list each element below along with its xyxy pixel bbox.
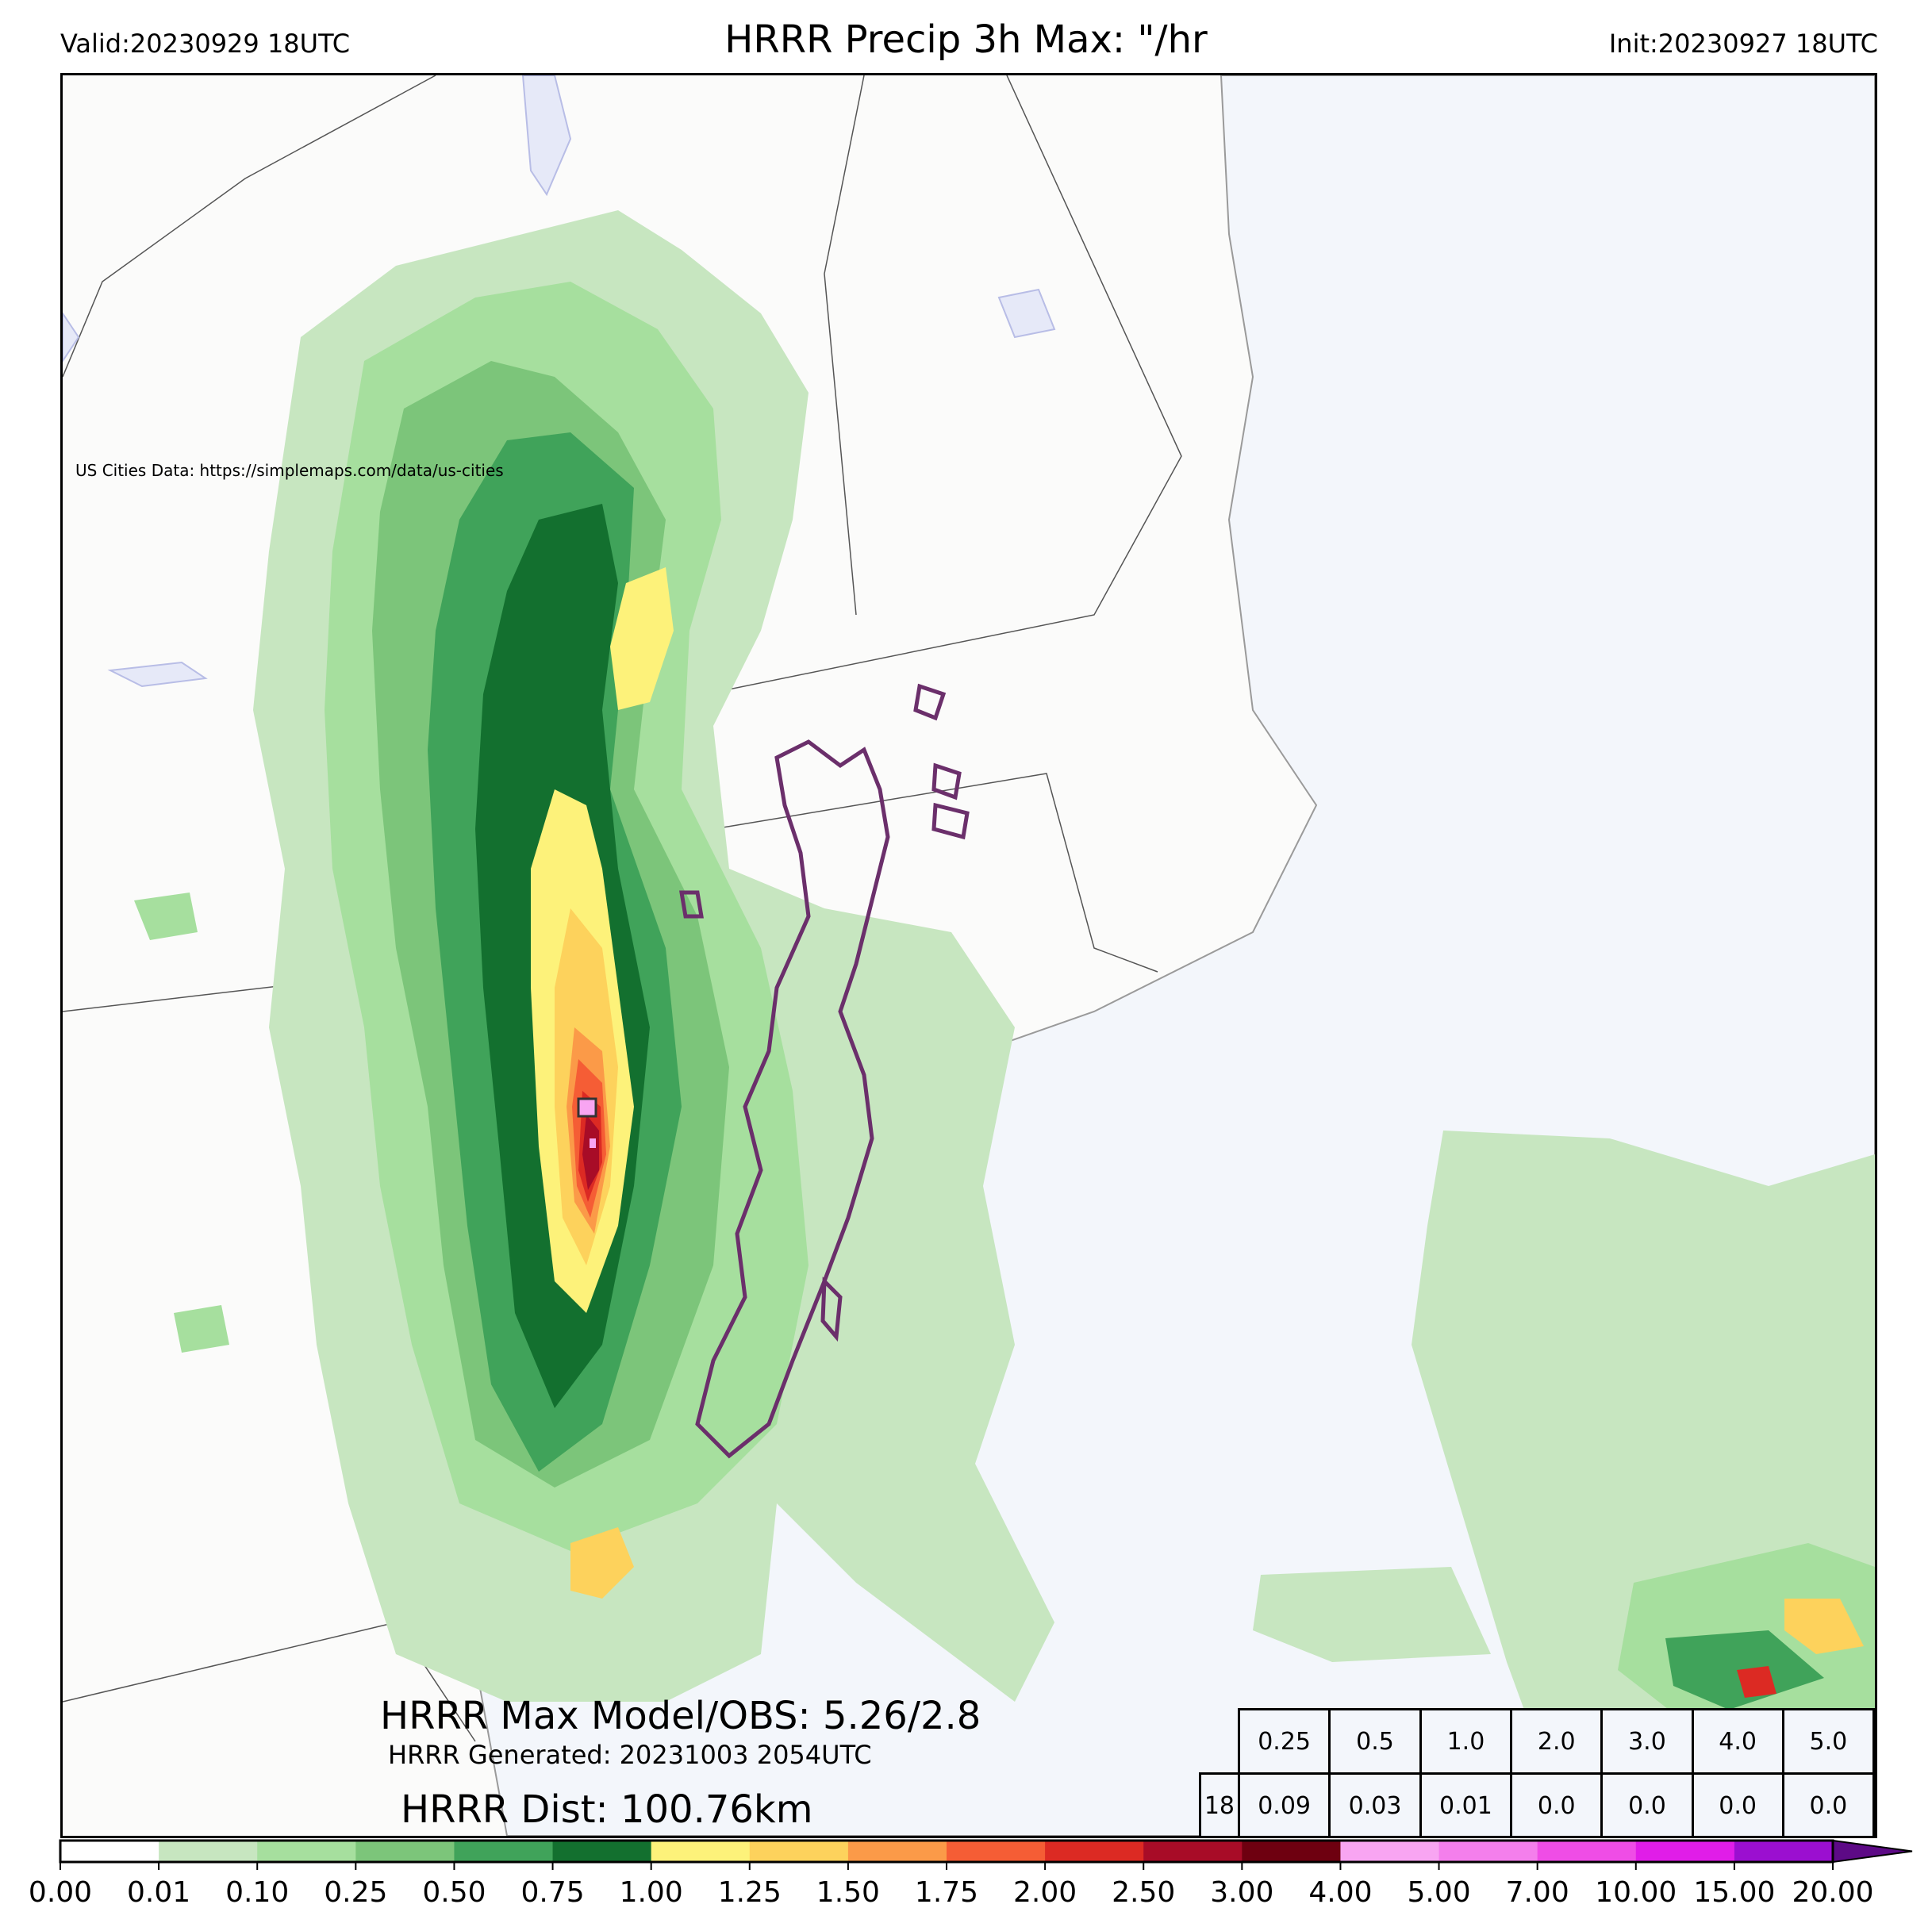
obs-contour-small-3 — [931, 802, 970, 840]
threshold-value-row: 18 0.09 0.03 0.01 0.0 0.0 0.0 0.0 — [1199, 1772, 1875, 1836]
colorbar-tick-label: 0.01 — [127, 1876, 190, 1909]
data-credit: US Cities Data: https://simplemaps.com/d… — [75, 461, 504, 480]
colorbar-tick-label: 0.50 — [422, 1876, 486, 1909]
colorbar-tick-label: 2.00 — [1013, 1876, 1077, 1909]
colorbar-tick-label: 1.75 — [915, 1876, 978, 1909]
colorbar-box — [1143, 1841, 1243, 1862]
obs-contour — [695, 739, 890, 1459]
colorbar-box — [1242, 1841, 1341, 1862]
colorbar-extend-arrow — [1832, 1839, 1913, 1864]
colorbar-box — [1438, 1841, 1538, 1862]
threshold-cell: 1.0 — [1419, 1708, 1513, 1775]
colorbar-tick-label: 10.00 — [1595, 1876, 1677, 1909]
colorbar-ticks: 0.00 0.01 0.10 0.25 0.50 0.75 1.00 1.25 1.50 1.75… — [29, 1862, 1874, 1909]
colorbar-tick-label: 15.00 — [1693, 1876, 1775, 1909]
obs-contour-small-2 — [931, 762, 962, 800]
colorbar-box — [651, 1841, 751, 1862]
threshold-table: 0.25 0.5 1.0 2.0 3.0 4.0 5.0 18 0.09 0.0… — [1199, 1708, 1875, 1836]
colorbar-tick-label: 0.10 — [225, 1876, 289, 1909]
colorbar-box — [454, 1841, 554, 1862]
value-cell: 0.0 — [1691, 1772, 1784, 1836]
threshold-header-row: 0.25 0.5 1.0 2.0 3.0 4.0 5.0 — [1200, 1708, 1875, 1775]
threshold-cell: 5.0 — [1781, 1708, 1875, 1775]
colorbar-box — [947, 1841, 1046, 1862]
threshold-cell: 4.0 — [1691, 1708, 1784, 1775]
value-cell: 0.09 — [1237, 1772, 1331, 1836]
threshold-cell: 2.0 — [1510, 1708, 1604, 1775]
max-value-marker — [577, 1097, 597, 1118]
colorbar-box — [749, 1841, 849, 1862]
colorbar-tick-label: 1.25 — [718, 1876, 782, 1909]
colorbar-tick-label: 4.00 — [1308, 1876, 1372, 1909]
distance-label: HRRR Dist: 100.76km — [401, 1787, 813, 1832]
colorbar: 0.00 0.01 0.10 0.25 0.50 0.75 1.00 1.25 1.50 1.75… — [29, 1839, 1913, 1909]
threshold-cell: 0.5 — [1328, 1708, 1422, 1775]
valid-time-label: Valid:20230929 18UTC — [60, 29, 351, 59]
colorbar-box — [60, 1841, 159, 1862]
obs-contour-small-5 — [820, 1276, 843, 1342]
colorbar-box — [355, 1841, 455, 1862]
threshold-cell: 0.25 — [1237, 1708, 1331, 1775]
colorbar-tick-label: 2.50 — [1112, 1876, 1175, 1909]
colorbar-tick-label: 0.25 — [324, 1876, 387, 1909]
colorbar-box — [552, 1841, 652, 1862]
value-cell: 0.0 — [1781, 1772, 1875, 1836]
generated-time-label: HRRR Generated: 20231003 2054UTC — [388, 1740, 872, 1770]
colorbar-tick-label: 1.50 — [816, 1876, 880, 1909]
row-label-cell: 18 — [1199, 1772, 1240, 1836]
colorbar-tick-label: 0.75 — [520, 1876, 584, 1909]
colorbar-box — [1340, 1841, 1440, 1862]
colorbar-box — [1734, 1841, 1834, 1862]
colorbar-box — [1635, 1841, 1735, 1862]
colorbar-boxes — [60, 1841, 1834, 1862]
colorbar-box — [847, 1841, 947, 1862]
value-cell: 0.01 — [1419, 1772, 1513, 1836]
value-cell: 0.0 — [1510, 1772, 1604, 1836]
max-model-obs-label: HRRR Max Model/OBS: 5.26/2.8 — [380, 1694, 981, 1738]
precip-shading — [134, 210, 1875, 1836]
map-panel[interactable]: US Cities Data: https://simplemaps.com/d… — [60, 73, 1877, 1838]
value-cell: 0.03 — [1328, 1772, 1422, 1836]
colorbar-box — [1045, 1841, 1144, 1862]
threshold-cell: 3.0 — [1600, 1708, 1694, 1775]
colorbar-tick-label: 0.00 — [29, 1876, 92, 1909]
colorbar-box — [257, 1841, 356, 1862]
map-canvas — [63, 75, 1875, 1836]
init-time-label: Init:20230927 18UTC — [1608, 29, 1878, 59]
table-corner — [1200, 1710, 1239, 1774]
obs-contour-small-1 — [913, 683, 947, 721]
colorbar-tick-label: 5.00 — [1407, 1876, 1470, 1909]
colorbar-tick-label: 20.00 — [1792, 1876, 1873, 1909]
obs-contour-small-4 — [679, 890, 704, 919]
lakes — [63, 75, 1056, 688]
colorbar-tick-label: 3.00 — [1210, 1876, 1273, 1909]
colorbar-tick-label: 1.00 — [620, 1876, 683, 1909]
value-cell: 0.0 — [1600, 1772, 1694, 1836]
map-title: HRRR Precip 3h Max: "/hr — [724, 17, 1208, 62]
colorbar-box — [159, 1841, 258, 1862]
colorbar-tick-label: 7.00 — [1506, 1876, 1569, 1909]
colorbar-box — [1537, 1841, 1637, 1862]
